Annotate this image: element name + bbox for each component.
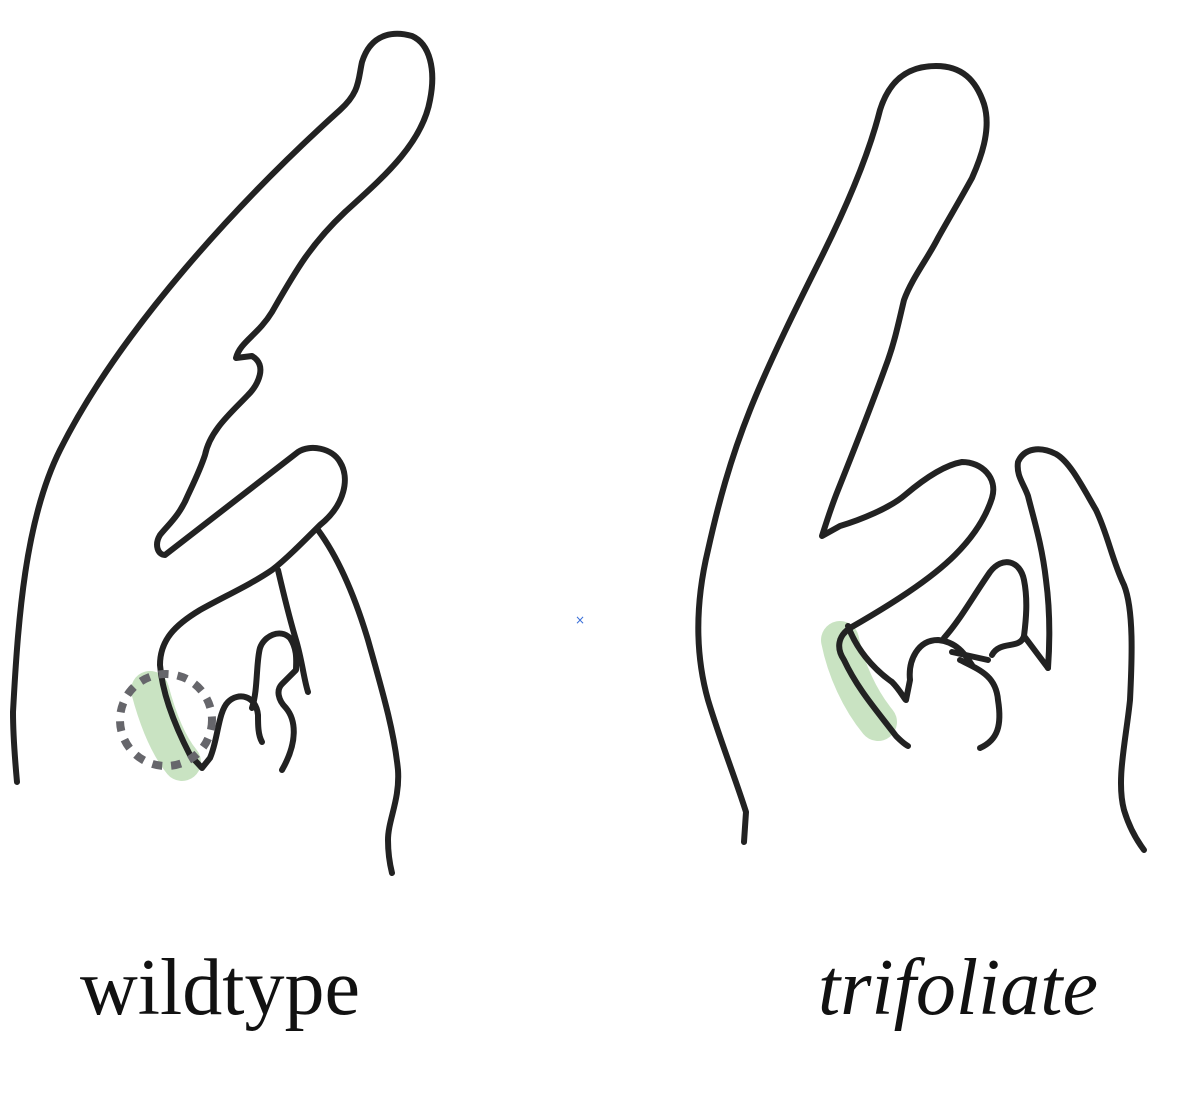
trifoliate-outer-leaf-outline [695, 63, 997, 845]
wildtype-panel [10, 30, 436, 876]
trifoliate-primordium-outline-2 [957, 657, 1003, 751]
trifoliate-label: trifoliate [818, 944, 1098, 1032]
trifoliate-right-leaf-outline [1014, 446, 1147, 853]
trifoliate-panel [695, 63, 1147, 853]
wildtype-stem-outline [315, 527, 402, 876]
wildtype-label: wildtype [80, 944, 360, 1032]
cross-marker: × [575, 613, 586, 627]
wildtype-highlight [131, 671, 201, 781]
wildtype-primordium-outline [249, 630, 300, 773]
trifoliate-primordium-outline-1 [845, 623, 975, 703]
wildtype-dotted-circle [116, 670, 216, 770]
trifoliate-leaflet-loop [941, 559, 1030, 658]
wildtype-outer-leaf-outline [10, 30, 436, 785]
wildtype-petiole-line [275, 567, 311, 695]
trifoliate-connector [949, 633, 1051, 671]
